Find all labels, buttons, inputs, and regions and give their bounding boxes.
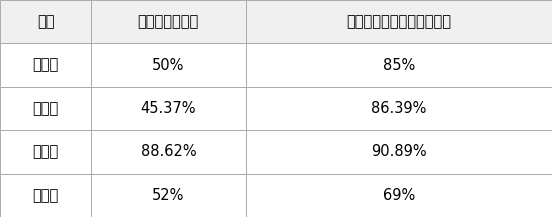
Bar — [0, 130, 91, 174]
Text: 未改性的蛋清粉: 未改性的蛋清粉 — [138, 14, 199, 29]
Bar — [0, 0, 91, 43]
Text: 88.62%: 88.62% — [141, 144, 196, 159]
Bar — [246, 0, 552, 43]
Text: 52%: 52% — [152, 188, 184, 203]
Bar — [91, 130, 246, 174]
Bar — [246, 43, 552, 87]
Bar — [91, 0, 246, 43]
Bar — [246, 174, 552, 217]
Text: 起泡性: 起泡性 — [33, 101, 59, 116]
Text: 名称: 名称 — [37, 14, 54, 29]
Text: 90.89%: 90.89% — [371, 144, 427, 159]
Bar — [246, 87, 552, 130]
Bar — [0, 43, 91, 87]
Text: 水溶性: 水溶性 — [33, 58, 59, 73]
Text: 69%: 69% — [383, 188, 415, 203]
Bar — [91, 174, 246, 217]
Text: 50%: 50% — [152, 58, 184, 73]
Text: 乳化性: 乳化性 — [33, 144, 59, 159]
Bar — [91, 43, 246, 87]
Bar — [91, 87, 246, 130]
Bar — [0, 174, 91, 217]
Text: 85%: 85% — [383, 58, 415, 73]
Text: 86.39%: 86.39% — [371, 101, 427, 116]
Bar — [246, 130, 552, 174]
Bar — [0, 87, 91, 130]
Text: 保水性: 保水性 — [33, 188, 59, 203]
Text: 酶解后磷酸化改性的蛋清粉: 酶解后磷酸化改性的蛋清粉 — [346, 14, 452, 29]
Text: 45.37%: 45.37% — [141, 101, 196, 116]
